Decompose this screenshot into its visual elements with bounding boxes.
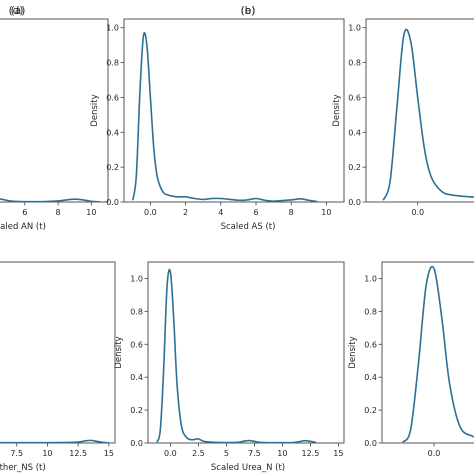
- y-tick-label: 0.4: [106, 128, 119, 137]
- x-tick-label: 8: [56, 208, 61, 217]
- kde-curve: [156, 268, 317, 444]
- x-tick-label: 6: [253, 208, 258, 217]
- kde-panel: (e) 0.0 2.5 5 7.5 10 12.5 15 0.0 0.2 0.4 0.6 0.8 1.0 S…: [114, 5, 345, 473]
- x-tick-label: 15: [333, 449, 343, 458]
- y-tick-label: 0.8: [106, 59, 119, 68]
- kde-curve: [382, 28, 474, 201]
- x-tick-label: 10: [277, 449, 287, 458]
- y-axis-label: Density: [348, 336, 358, 368]
- x-tick-label: 0.0: [411, 208, 424, 217]
- y-tick-label: 0.4: [130, 373, 143, 382]
- y-tick-label: 0.6: [130, 340, 143, 349]
- kde-curve: [132, 32, 318, 203]
- x-tick-label: 7.5: [248, 449, 261, 458]
- kde-panel: (a)46810Scaled AN (t): [0, 5, 109, 232]
- y-tick-label: 0.6: [106, 93, 119, 102]
- x-tick-label: 0.0: [144, 208, 157, 217]
- y-tick-label: 0.0: [348, 198, 361, 207]
- kde-curve: [402, 265, 474, 443]
- kde-curve: [0, 198, 100, 203]
- y-tick-label: 1.0: [348, 24, 361, 33]
- y-tick-label: 0.8: [130, 307, 143, 316]
- axes-frame: [147, 261, 345, 444]
- x-axis-label: d other_NS (t): [0, 463, 46, 473]
- panel-label: (b): [241, 5, 256, 17]
- x-tick-label: 8: [289, 208, 294, 217]
- x-tick-label: 2.5: [192, 449, 205, 458]
- axes-frame: [0, 261, 116, 444]
- x-tick-label: 12.5: [69, 449, 87, 458]
- y-tick-label: 0.4: [364, 373, 377, 382]
- axes-frame: [381, 261, 474, 444]
- x-tick-label: 4: [218, 208, 223, 217]
- y-tick-label: 0.8: [348, 59, 361, 68]
- panel-label: (e): [241, 5, 256, 17]
- y-tick-label: 0.8: [364, 307, 377, 316]
- panel-label: (a): [11, 5, 26, 17]
- axes-frame: [365, 18, 474, 203]
- y-axis-label: Density: [114, 336, 124, 368]
- axes-frame: [0, 18, 109, 203]
- x-tick-label: 0.0: [164, 449, 177, 458]
- x-tick-label: 10: [321, 208, 331, 217]
- y-tick-label: 0.4: [348, 128, 361, 137]
- kde-curve: [0, 439, 109, 444]
- y-tick-label: 0.0: [364, 439, 377, 448]
- panel-label: (d): [9, 5, 24, 17]
- x-axis-label: Scaled AN (t): [0, 222, 46, 232]
- x-tick-label: 12.5: [301, 449, 319, 458]
- kde-panel: (c)0.0240.00.20.40.60.81.0ScaleDensity: [332, 18, 474, 217]
- x-tick-label: 10: [86, 208, 96, 217]
- y-axis-label: Density: [90, 94, 100, 126]
- y-tick-label: 1.0: [364, 274, 377, 283]
- x-tick-label: 15: [104, 449, 114, 458]
- x-tick-label: 10: [42, 449, 52, 458]
- y-tick-label: 0.6: [364, 340, 377, 349]
- y-tick-label: 0.6: [348, 93, 361, 102]
- x-tick-label: 2: [183, 208, 188, 217]
- y-tick-label: 0.0: [106, 198, 119, 207]
- x-tick-label: 7.5: [10, 449, 23, 458]
- kde-panel: (f)0.02.550.00.20.40.60.81.0ScaledDensit…: [348, 261, 474, 458]
- axes-frame: [123, 18, 345, 203]
- x-tick-label: 6: [22, 208, 27, 217]
- y-tick-label: 1.0: [106, 24, 119, 33]
- x-axis-label: Scaled Urea_N (t): [211, 463, 285, 473]
- kde-panel: (d) 7.5 10 12.5 15 d other_NS (t): [0, 5, 116, 473]
- y-tick-label: 0.2: [130, 406, 143, 415]
- y-tick-label: 0.0: [130, 439, 143, 448]
- x-tick-label: 0.0: [428, 449, 441, 458]
- x-axis-label: Scaled AS (t): [221, 222, 276, 232]
- kde-panel: (b) 0.0 2 4 6 8 10 0.0 0.2 0.4 0.6 0.8 1.0 Scaled AS …: [90, 5, 345, 232]
- y-tick-label: 0.2: [348, 163, 361, 172]
- y-tick-label: 0.2: [364, 406, 377, 415]
- y-tick-label: 0.2: [106, 163, 119, 172]
- y-tick-label: 1.0: [130, 274, 143, 283]
- x-tick-label: 5: [224, 449, 229, 458]
- y-axis-label: Density: [332, 94, 342, 126]
